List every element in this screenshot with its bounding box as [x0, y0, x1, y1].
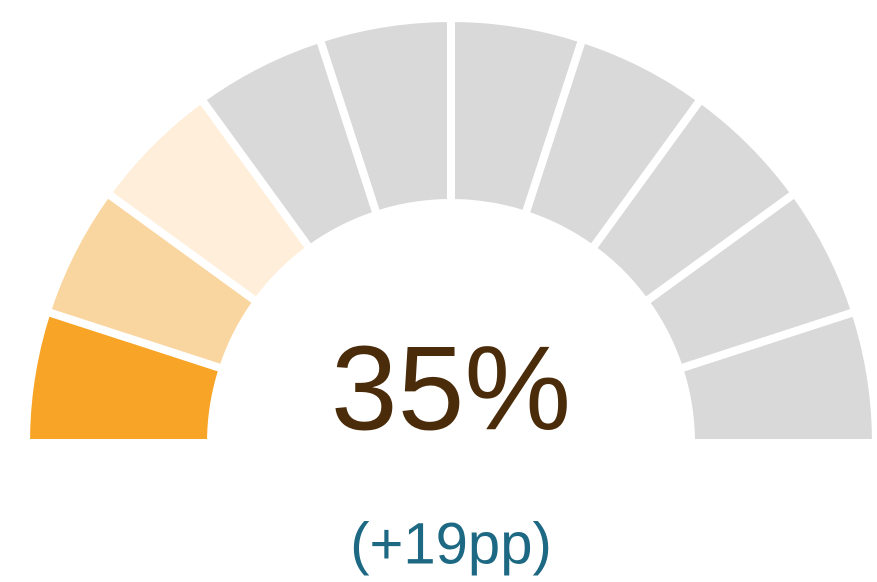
gauge-segment	[447, 13, 588, 220]
gauge-segment	[101, 93, 316, 308]
gauge-segment	[674, 306, 877, 447]
gauge-segment	[195, 33, 382, 255]
gauge-value: 35%	[331, 322, 571, 456]
gauge-segment	[639, 187, 861, 374]
gauge-segment	[314, 13, 455, 220]
gauge-segment	[21, 306, 228, 447]
gauge-annotation: (+19pp)	[350, 511, 552, 576]
gauge-segment	[586, 93, 801, 308]
